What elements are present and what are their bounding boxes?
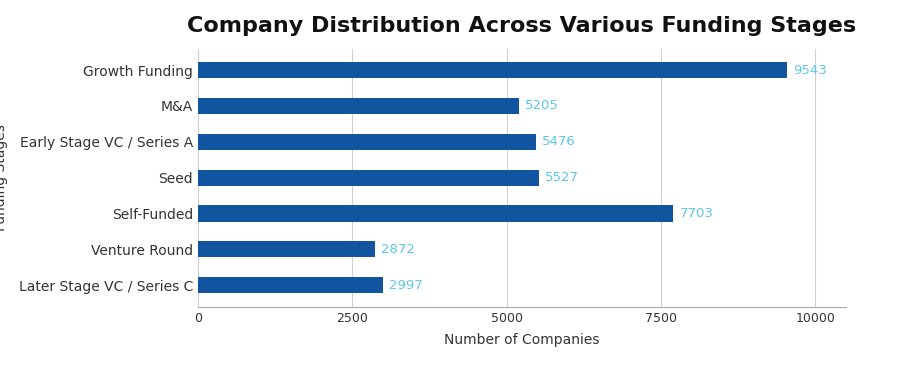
- Y-axis label: Funding Stages: Funding Stages: [0, 124, 8, 231]
- Text: 9543: 9543: [793, 64, 827, 77]
- Text: 5205: 5205: [526, 99, 559, 113]
- Text: 2872: 2872: [382, 243, 415, 256]
- Text: 5527: 5527: [545, 171, 580, 184]
- Bar: [198, 241, 375, 257]
- Bar: [198, 277, 383, 293]
- Bar: [198, 134, 536, 150]
- Bar: [198, 205, 673, 221]
- Title: Company Distribution Across Various Funding Stages: Company Distribution Across Various Fund…: [187, 16, 857, 36]
- Bar: [198, 169, 539, 186]
- Bar: [198, 98, 519, 114]
- Text: 5476: 5476: [542, 135, 576, 148]
- Text: 7703: 7703: [680, 207, 714, 220]
- X-axis label: Number of Companies: Number of Companies: [445, 333, 599, 347]
- Text: 2997: 2997: [389, 279, 423, 292]
- Bar: [198, 62, 787, 78]
